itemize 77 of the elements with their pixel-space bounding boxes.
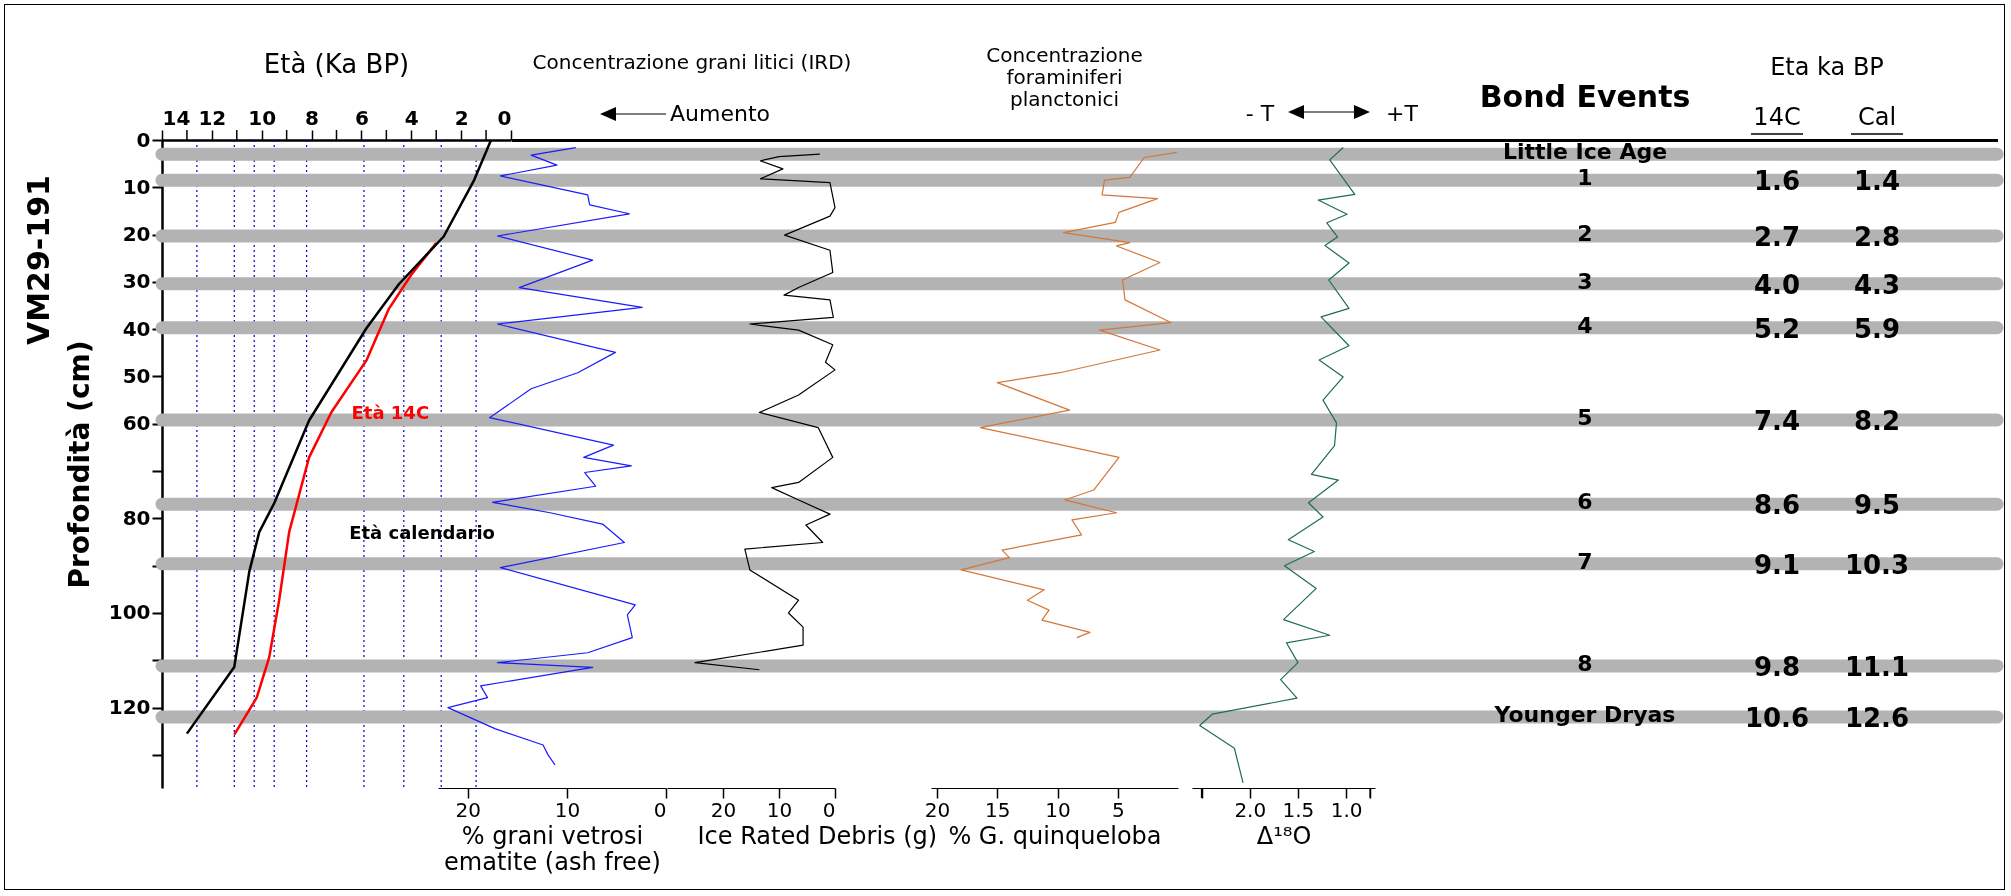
y-tick-label: 40: [122, 316, 151, 341]
category-label: Little Ice Age: [1502, 139, 1668, 165]
text: Eta ka BP: [1770, 53, 1884, 81]
text: 10.3: [1844, 549, 1910, 580]
text: 4.0: [1753, 269, 1801, 300]
text: 10.6: [1744, 703, 1810, 734]
y-tick-label: 80: [122, 505, 151, 530]
x-tick-label: 0: [653, 797, 667, 822]
x-axis-title: Ice Rated Debris (g): [697, 821, 938, 850]
x-tick-label: 20: [710, 797, 737, 822]
y-tick-label: 30: [122, 269, 151, 294]
x-tick-label: 1.5: [1282, 797, 1315, 822]
x-tick-label: 8: [305, 105, 320, 130]
category-label: Cal: [1857, 103, 1897, 131]
x-tick-label: 2.0: [1234, 797, 1267, 822]
x-axis-title: % G. quinqueloba: [948, 821, 1162, 850]
category-label: 1: [1577, 165, 1593, 191]
y-tick-label: 60: [122, 411, 151, 436]
y-tick-label: 0: [136, 127, 151, 152]
chart-title: Età (Ka BP): [263, 49, 410, 79]
x-tick-label: 5: [1111, 797, 1125, 822]
category-label: 5: [1577, 405, 1593, 431]
y-tick-label: 100: [108, 600, 151, 625]
text: VM29-191: [21, 175, 56, 345]
category-label: Younger Dryas: [1494, 702, 1676, 728]
category-label: 3: [1577, 268, 1593, 294]
x-tick-label: 2: [454, 105, 469, 130]
y-tick-label: 120: [108, 695, 151, 720]
text: 12.6: [1844, 703, 1910, 734]
text: 5.2: [1753, 313, 1801, 344]
x-tick-label: 6: [354, 105, 369, 130]
x-tick-label: 10: [1045, 797, 1071, 822]
x-tick-label: 20: [455, 797, 481, 822]
x-tick-label: 0: [497, 105, 512, 130]
text: 1.6: [1753, 166, 1801, 197]
text: - T: [1245, 101, 1275, 126]
x-tick-label: 10: [248, 105, 277, 130]
text: Aumento: [670, 101, 770, 126]
x-tick-label: 10: [766, 797, 793, 822]
x-tick-label: 0: [822, 797, 836, 822]
text: 9.5: [1853, 490, 1901, 521]
y-tick-label: 50: [122, 364, 151, 388]
text: 4.3: [1853, 269, 1901, 300]
text: 8.2: [1853, 406, 1901, 437]
text: 2.7: [1753, 222, 1801, 253]
text: 5.9: [1853, 313, 1901, 344]
text: Età calendario: [349, 522, 495, 544]
x-axis-title: % grani vetrosi ematite (ash free): [444, 821, 661, 876]
y-axis-title: Profondità (cm): [62, 340, 96, 589]
y-tick-label: 10: [122, 174, 151, 199]
x-tick-label: 1.0: [1330, 797, 1363, 822]
text: 7.4: [1753, 406, 1801, 437]
text: Bond Events: [1479, 79, 1691, 114]
chart-title: Concentrazione grani litici (IRD): [532, 50, 852, 74]
category-label: 4: [1577, 312, 1593, 338]
category-label: 8: [1577, 650, 1593, 676]
text: 11.1: [1844, 651, 1910, 682]
category-label: 2: [1577, 221, 1593, 247]
text: 1.4: [1853, 166, 1901, 197]
series-label: Età 14C: [351, 401, 430, 423]
category-label: 7: [1577, 548, 1593, 574]
category-label: 14C: [1753, 103, 1801, 131]
text: +T: [1386, 101, 1419, 126]
y-tick-label: 20: [122, 222, 151, 247]
x-tick-label: 14: [162, 105, 191, 130]
text: 9.1: [1753, 549, 1801, 580]
x-tick-label: 10: [554, 797, 581, 822]
x-tick-label: 4: [404, 105, 419, 130]
category-label: 6: [1577, 489, 1593, 515]
text: 8.6: [1753, 490, 1801, 521]
chart-title: Concentrazione foraminiferi planctonici: [986, 43, 1143, 111]
x-axis-title: Δ¹⁸O: [1256, 821, 1312, 850]
x-tick-label: 20: [924, 797, 951, 822]
x-tick-label: 12: [198, 105, 227, 130]
text: 2.8: [1853, 222, 1901, 253]
text: 9.8: [1753, 651, 1801, 682]
x-tick-label: 15: [985, 797, 1011, 822]
